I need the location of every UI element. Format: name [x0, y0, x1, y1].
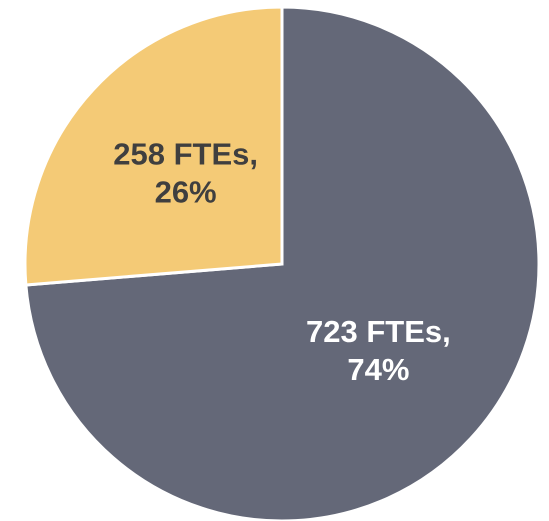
data-label: 258 FTEs, — [113, 136, 258, 171]
data-label: 26% — [155, 174, 217, 209]
data-label: 74% — [347, 352, 409, 387]
data-label: 723 FTEs, — [306, 314, 451, 349]
pie-slice — [23, 5, 284, 287]
